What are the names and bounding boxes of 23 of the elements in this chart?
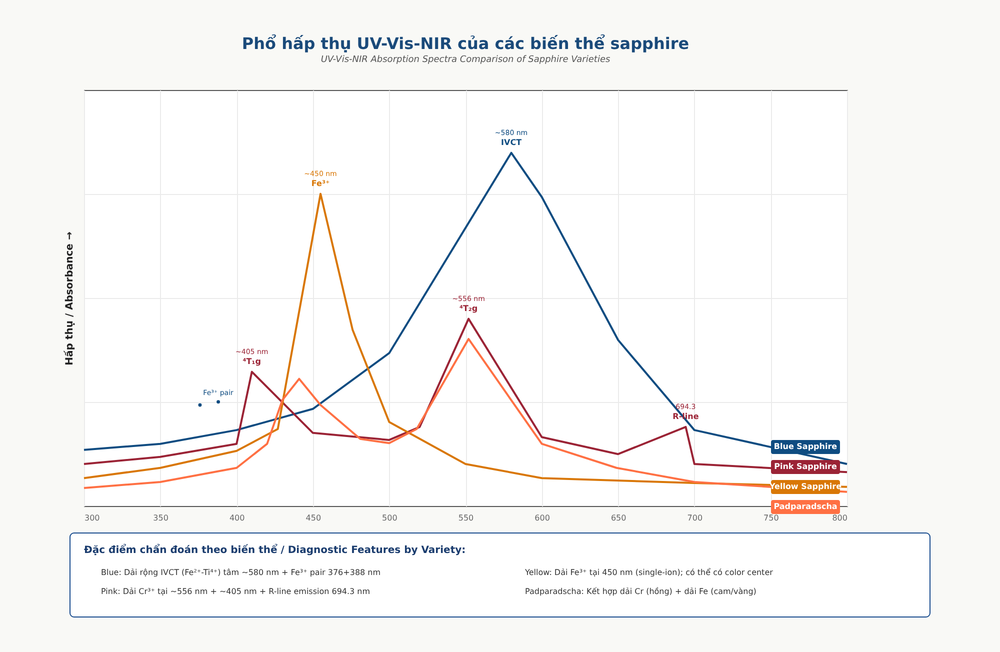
text: Blue: Dải rộng IVCT (Fe²⁺-Ti⁴⁺) tâm ~580 nm + Fe³⁺ pair 376+388 nm	[101, 568, 381, 577]
x-tick-label: 500	[382, 514, 398, 522]
x-tick-label: 800	[832, 514, 848, 522]
series-label: Yellow Sapphire	[768, 482, 842, 491]
x-tick-label: 450	[306, 514, 322, 522]
x-tick-label: 650	[610, 514, 626, 522]
x-tick-label: 700	[687, 514, 703, 522]
x-tick-label: 750	[764, 514, 779, 522]
chart-subtitle: UV-Vis-NIR Absorption Spectra Comparison of Sapphire Varieties	[320, 55, 610, 65]
x-tick-label: 350	[153, 514, 168, 522]
x-tick-label: 400	[229, 514, 245, 522]
chart-title: Phổ hấp thụ UV-Vis-NIR của các biến thể sapphire	[242, 34, 690, 53]
x-tick-label: 550	[458, 514, 474, 522]
series-label: Padparadscha	[774, 502, 838, 511]
y-axis-title: Hấp thụ / Absorbance →	[64, 232, 76, 366]
series-label: Blue Sapphire	[774, 442, 838, 451]
series-label: Pink Sapphire	[774, 462, 838, 471]
text: Yellow: Dải Fe³⁺ tại 450 nm (single-ion); có thể có color center	[524, 568, 774, 577]
text: Padparadscha: Kết hợp dải Cr (hồng) + dải Fe (cam/vàng)	[525, 587, 756, 596]
x-tick-label: 600	[534, 514, 550, 522]
text: Đặc điểm chẩn đoán theo biến thể / Diagnostic Features by Variety:	[84, 543, 466, 556]
x-tick-label: 300	[84, 514, 100, 522]
text: Pink: Dải Cr³⁺ tại ~556 nm + ~405 nm + R-line emission 694.3 nm	[101, 587, 370, 596]
